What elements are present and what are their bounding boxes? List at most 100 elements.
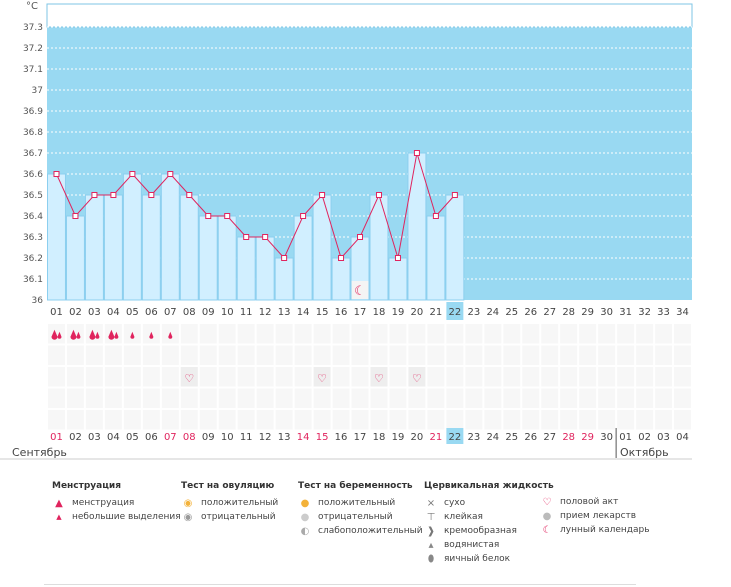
legend-item: кремообразная xyxy=(444,526,517,536)
cycle-day-label: 15 xyxy=(316,307,329,318)
cycle-day-label: 18 xyxy=(373,307,386,318)
symbol-cell xyxy=(180,324,198,344)
symbol-cell xyxy=(237,367,255,387)
symbol-cell xyxy=(370,345,388,365)
symbol-cell xyxy=(199,367,217,387)
symbol-cell xyxy=(85,388,103,408)
cycle-day-label: 09 xyxy=(202,307,215,318)
symbol-cell xyxy=(256,388,274,408)
symbol-cell xyxy=(636,324,654,344)
temperature-point xyxy=(281,255,288,261)
symbol-cell xyxy=(85,345,103,365)
symbol-cell xyxy=(142,410,160,430)
cycle-day-label: 16 xyxy=(335,307,348,318)
legend-item: небольшие выделения xyxy=(72,512,181,522)
temperature-chart: 36 36.1 36.2 36.3 36.4 36.5 36.6 36.7 36.8 36.9 37… xyxy=(0,1,693,460)
symbol-cell xyxy=(48,410,65,430)
calendar-date-label: 03 xyxy=(88,432,101,443)
temperature-bar xyxy=(122,173,142,301)
symbol-cell xyxy=(465,345,483,365)
symbol-cell xyxy=(484,388,502,408)
symbol-cell xyxy=(332,388,350,408)
calendar-date-label: 18 xyxy=(373,432,386,443)
symbol-cell xyxy=(199,410,217,430)
symbol-cell xyxy=(180,345,198,365)
heavy-drop-icon xyxy=(70,329,77,340)
temperature-point xyxy=(375,192,382,198)
calendar-date-label: 17 xyxy=(354,432,367,443)
temperature-bar xyxy=(312,194,332,301)
light-drop-icon xyxy=(130,331,135,339)
y-tick-label: 36.3 xyxy=(23,233,43,243)
legend-item: половой акт xyxy=(560,497,619,507)
temperature-point xyxy=(224,213,231,219)
heart-icon: ♡ xyxy=(542,496,552,508)
cycle-day-label: 33 xyxy=(657,307,670,318)
symbol-cell xyxy=(617,367,635,387)
heavy-drop-icon xyxy=(51,329,58,340)
symbol-cell xyxy=(199,345,217,365)
calendar-date-label: 10 xyxy=(221,432,234,443)
temperature-bar xyxy=(47,173,66,301)
calendar-date-label: 02 xyxy=(638,432,651,443)
cycle-day-label: 25 xyxy=(505,307,518,318)
symbol-cell xyxy=(161,388,179,408)
symbol-cell xyxy=(218,324,236,344)
symbol-cell xyxy=(465,388,483,408)
symbol-cell xyxy=(522,388,540,408)
symbol-cell xyxy=(503,388,521,408)
cycle-day-label: 26 xyxy=(524,307,537,318)
temperature-point xyxy=(186,192,193,198)
bottom-divider xyxy=(44,584,636,585)
calendar-date-label: 22 xyxy=(449,432,462,443)
symbol-cell xyxy=(598,345,616,365)
moon-cell xyxy=(351,281,369,299)
y-tick-label: 36.4 xyxy=(23,212,43,222)
symbol-cell xyxy=(636,410,654,430)
symbol-cell xyxy=(256,410,274,430)
cycle-day-label: 06 xyxy=(145,307,158,318)
heart-cell xyxy=(370,367,388,387)
temperature-point xyxy=(432,213,439,219)
calendar-date-label: 21 xyxy=(430,432,443,443)
temperature-bar xyxy=(160,173,180,301)
cycle-day-label: 17 xyxy=(354,307,367,318)
temperature-point xyxy=(262,234,269,240)
cycle-day-label: 05 xyxy=(126,307,139,318)
legend-item: сухо xyxy=(444,498,466,508)
symbol-cell xyxy=(446,324,464,344)
symbol-cell xyxy=(351,367,369,387)
symbol-cell xyxy=(123,410,141,430)
symbol-cell xyxy=(674,410,691,430)
symbol-cell xyxy=(636,388,654,408)
symbol-cell xyxy=(351,410,369,430)
symbol-cell xyxy=(446,410,464,430)
symbol-cell xyxy=(237,410,255,430)
symbol-cell xyxy=(294,388,312,408)
symbol-cell xyxy=(351,345,369,365)
heavy-drop-icon xyxy=(108,329,115,340)
symbol-cell xyxy=(256,324,274,344)
symbol-cell xyxy=(142,388,160,408)
symbol-cell xyxy=(237,345,255,365)
light-drop-icon xyxy=(149,331,154,339)
calendar-date-label: 29 xyxy=(581,432,594,443)
symbol-cell xyxy=(85,324,103,344)
calendar-date-label: 11 xyxy=(240,432,253,443)
ovulation-negative-icon: ◉ xyxy=(183,511,193,523)
symbol-cell xyxy=(541,367,559,387)
month-label-second: Октябрь xyxy=(620,446,669,459)
symbol-cell xyxy=(161,410,179,430)
symbol-cell xyxy=(256,345,274,365)
light-drop-icon: ▲ xyxy=(56,513,62,521)
symbol-cell xyxy=(579,367,597,387)
symbol-cell xyxy=(655,367,673,387)
symbol-cell xyxy=(560,410,578,430)
symbol-cell xyxy=(674,324,691,344)
symbol-cell xyxy=(674,345,691,365)
temperature-point xyxy=(148,192,155,198)
symbol-cell xyxy=(465,324,483,344)
symbol-cell xyxy=(427,410,445,430)
symbol-cell xyxy=(104,388,122,408)
